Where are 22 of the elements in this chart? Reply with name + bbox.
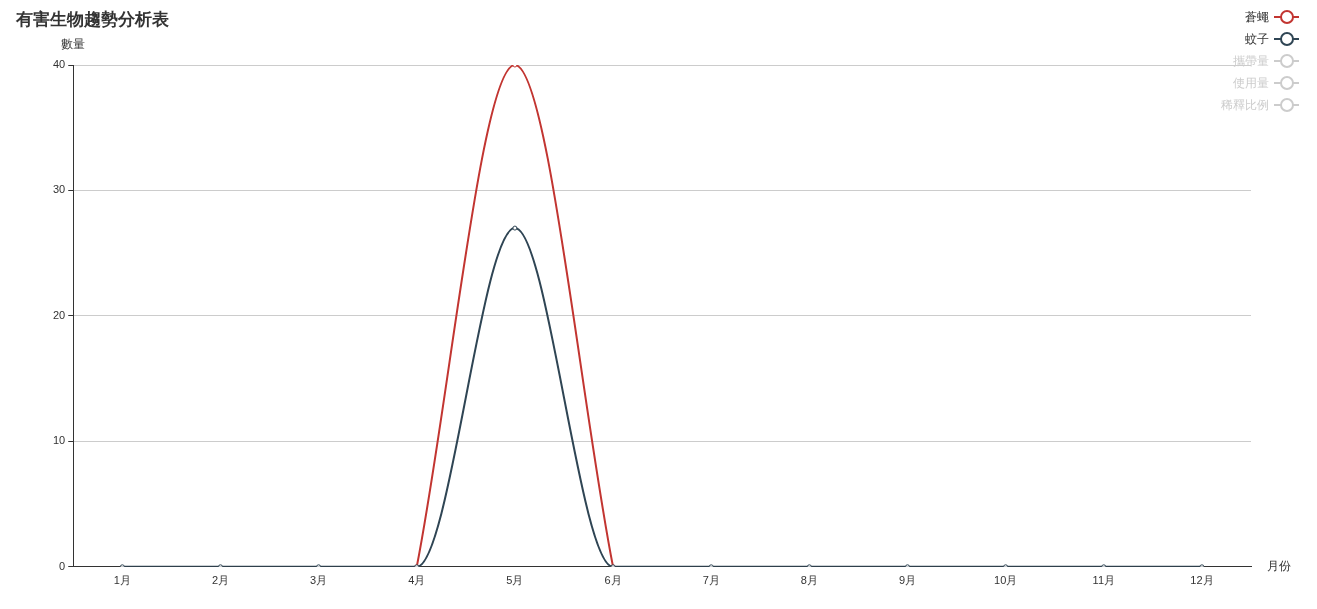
x-tick-label: 1月 [113, 574, 131, 587]
x-tick-label: 6月 [604, 574, 622, 587]
y-tick-label: 10 [52, 434, 66, 447]
legend-label: 蚊子 [1245, 30, 1269, 48]
y-tick-label: 0 [59, 559, 66, 572]
y-tick-label: 40 [52, 58, 66, 71]
x-tick-label: 8月 [800, 574, 818, 587]
x-tick-label: 11月 [1092, 574, 1115, 587]
y-tick-label: 20 [52, 308, 66, 321]
x-axis-title: 月份 [1267, 558, 1291, 573]
x-tick-label: 5月 [506, 574, 524, 587]
chart-title: 有害生物趨勢分析表 [16, 8, 169, 31]
x-tick-label: 3月 [310, 574, 328, 587]
x-tick-label: 7月 [702, 574, 720, 587]
x-tick-label: 12月 [1190, 574, 1214, 587]
x-tick-label: 9月 [898, 574, 917, 587]
y-axis-title: 數量 [61, 37, 86, 52]
y-tick-label: 30 [52, 183, 66, 196]
legend-label: 蒼蠅 [1245, 8, 1269, 26]
x-tick-label: 2月 [211, 574, 230, 587]
x-tick-label: 10月 [994, 574, 1018, 587]
x-tick-label: 4月 [408, 574, 426, 587]
